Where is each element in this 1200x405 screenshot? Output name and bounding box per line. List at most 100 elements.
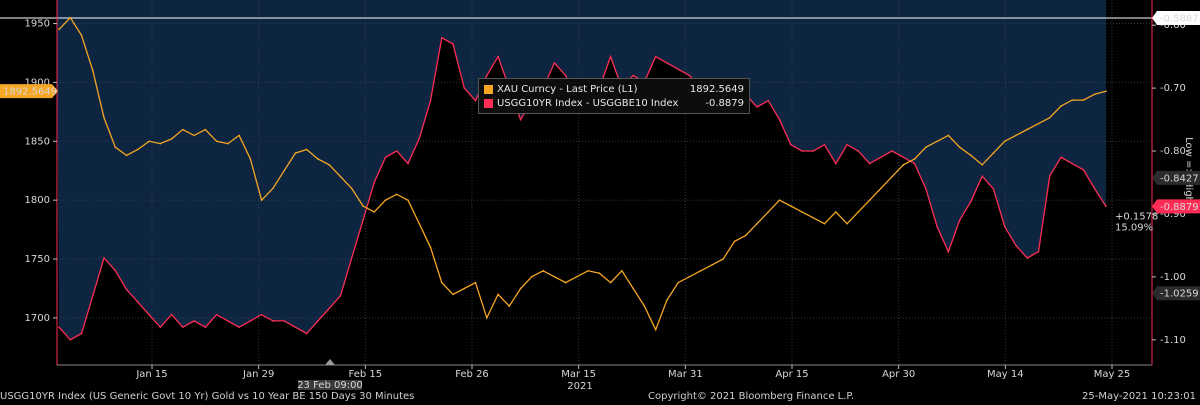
point-real-yield-31 — [407, 162, 409, 165]
point-xau-64 — [778, 199, 781, 201]
y-left-tick-1750: 1750 — [25, 254, 50, 265]
point-real-yield-92 — [1093, 187, 1096, 190]
right-marker-0 — [1152, 286, 1200, 301]
point-real-yield-4 — [103, 257, 105, 259]
point-xau-7 — [137, 148, 139, 151]
point-real-yield-73 — [880, 156, 882, 159]
point-xau-5 — [114, 146, 117, 148]
point-real-yield-55 — [677, 68, 679, 71]
chart-legend: XAU Curncy - Last Price (L1) 1892.5649 U… — [478, 78, 750, 114]
point-xau-52 — [643, 305, 646, 307]
y-right-tick--1.10: -1.10 — [1160, 335, 1186, 346]
right-marker-label-1: -0.8879 — [1160, 202, 1199, 213]
point-xau-31 — [407, 199, 409, 201]
point-real-yield-84 — [1003, 225, 1006, 228]
y-right-tick--0.80: -0.80 — [1160, 146, 1186, 157]
point-real-yield-30 — [395, 150, 398, 152]
point-real-yield-19 — [272, 320, 274, 322]
point-xau-92 — [1093, 93, 1096, 95]
point-real-yield-76 — [913, 162, 916, 165]
point-real-yield-21 — [294, 326, 297, 329]
point-xau-22 — [305, 148, 308, 151]
x-axis-year: 2021 — [567, 381, 592, 392]
point-xau-40 — [508, 305, 511, 307]
y-left-tick-1950: 1950 — [25, 19, 50, 30]
point-real-yield-88 — [1048, 175, 1051, 178]
point-real-yield-27 — [362, 219, 364, 222]
point-real-yield-29 — [384, 156, 387, 159]
point-real-yield-13 — [204, 326, 207, 329]
point-real-yield-69 — [835, 162, 837, 165]
point-real-yield-49 — [609, 55, 612, 58]
point-xau-18 — [260, 199, 263, 201]
legend-value-real-yield: -0.8879 — [705, 97, 744, 109]
point-xau-88 — [1048, 116, 1051, 119]
point-xau-21 — [294, 152, 297, 154]
point-real-yield-66 — [801, 150, 803, 152]
point-xau-34 — [440, 281, 443, 284]
point-real-yield-36 — [463, 87, 466, 89]
point-real-yield-32 — [418, 137, 421, 140]
point-xau-4 — [103, 116, 105, 119]
point-xau-60 — [733, 240, 736, 243]
point-xau-83 — [992, 152, 995, 154]
point-xau-72 — [868, 199, 871, 201]
y-left-tick-1900: 1900 — [25, 77, 50, 88]
point-real-yield-53 — [654, 55, 657, 58]
point-real-yield-74 — [891, 150, 893, 152]
point-xau-11 — [182, 128, 184, 131]
point-real-yield-81 — [970, 200, 972, 203]
chart-footer: USGG10YR Index (US Generic Govt 10 Yr) G… — [0, 391, 1200, 405]
point-real-yield-15 — [227, 320, 229, 322]
point-xau-32 — [418, 222, 421, 225]
point-xau-1 — [69, 16, 72, 19]
point-real-yield-33 — [429, 99, 432, 102]
point-xau-37 — [474, 281, 477, 284]
point-xau-49 — [609, 281, 612, 284]
point-real-yield-0 — [58, 326, 60, 329]
x-cursor-label: 23 Feb 09:00 — [297, 380, 363, 391]
point-real-yield-64 — [778, 118, 781, 121]
footer-timestamp: 25-May-2021 10:23:01 — [1082, 391, 1196, 402]
point-xau-45 — [564, 281, 567, 284]
point-xau-85 — [1015, 134, 1017, 137]
legend-swatch-xau — [484, 84, 493, 94]
point-xau-65 — [789, 205, 792, 207]
point-xau-73 — [880, 187, 882, 190]
x-tick-6: Apr 15 — [775, 369, 808, 380]
legend-label-real-yield: USGG10YR Index - USGGBE10 Index — [497, 97, 679, 109]
point-xau-48 — [598, 272, 601, 274]
point-xau-29 — [384, 199, 387, 201]
point-real-yield-85 — [1015, 244, 1017, 247]
point-xau-23 — [317, 158, 319, 160]
point-xau-62 — [756, 222, 758, 225]
point-xau-70 — [846, 222, 848, 225]
point-xau-56 — [688, 275, 691, 278]
footer-description: USGG10YR Index (US Generic Govt 10 Yr) G… — [0, 391, 415, 402]
point-real-yield-9 — [159, 326, 162, 329]
point-xau-2 — [80, 34, 83, 37]
point-real-yield-75 — [902, 156, 905, 159]
point-xau-86 — [1026, 128, 1028, 131]
point-real-yield-91 — [1082, 169, 1085, 171]
point-real-yield-86 — [1026, 257, 1028, 259]
point-real-yield-87 — [1037, 250, 1040, 253]
point-xau-71 — [857, 211, 860, 213]
left-price-tag-label: 1892.5649 — [3, 87, 57, 98]
point-xau-42 — [531, 275, 533, 278]
point-real-yield-54 — [666, 62, 668, 64]
legend-value-xau: 1892.5649 — [689, 83, 744, 95]
point-real-yield-25 — [339, 294, 342, 297]
right-marker-3 — [1152, 11, 1200, 26]
point-real-yield-82 — [981, 175, 983, 178]
point-real-yield-34 — [440, 36, 443, 39]
point-real-yield-37 — [474, 99, 477, 102]
point-xau-81 — [970, 154, 972, 157]
point-xau-68 — [823, 222, 826, 225]
point-xau-6 — [125, 154, 128, 157]
point-xau-61 — [744, 234, 747, 237]
point-xau-26 — [350, 187, 353, 190]
point-xau-14 — [215, 140, 218, 143]
y-left-tick-1850: 1850 — [25, 136, 50, 147]
point-real-yield-10 — [170, 313, 173, 316]
